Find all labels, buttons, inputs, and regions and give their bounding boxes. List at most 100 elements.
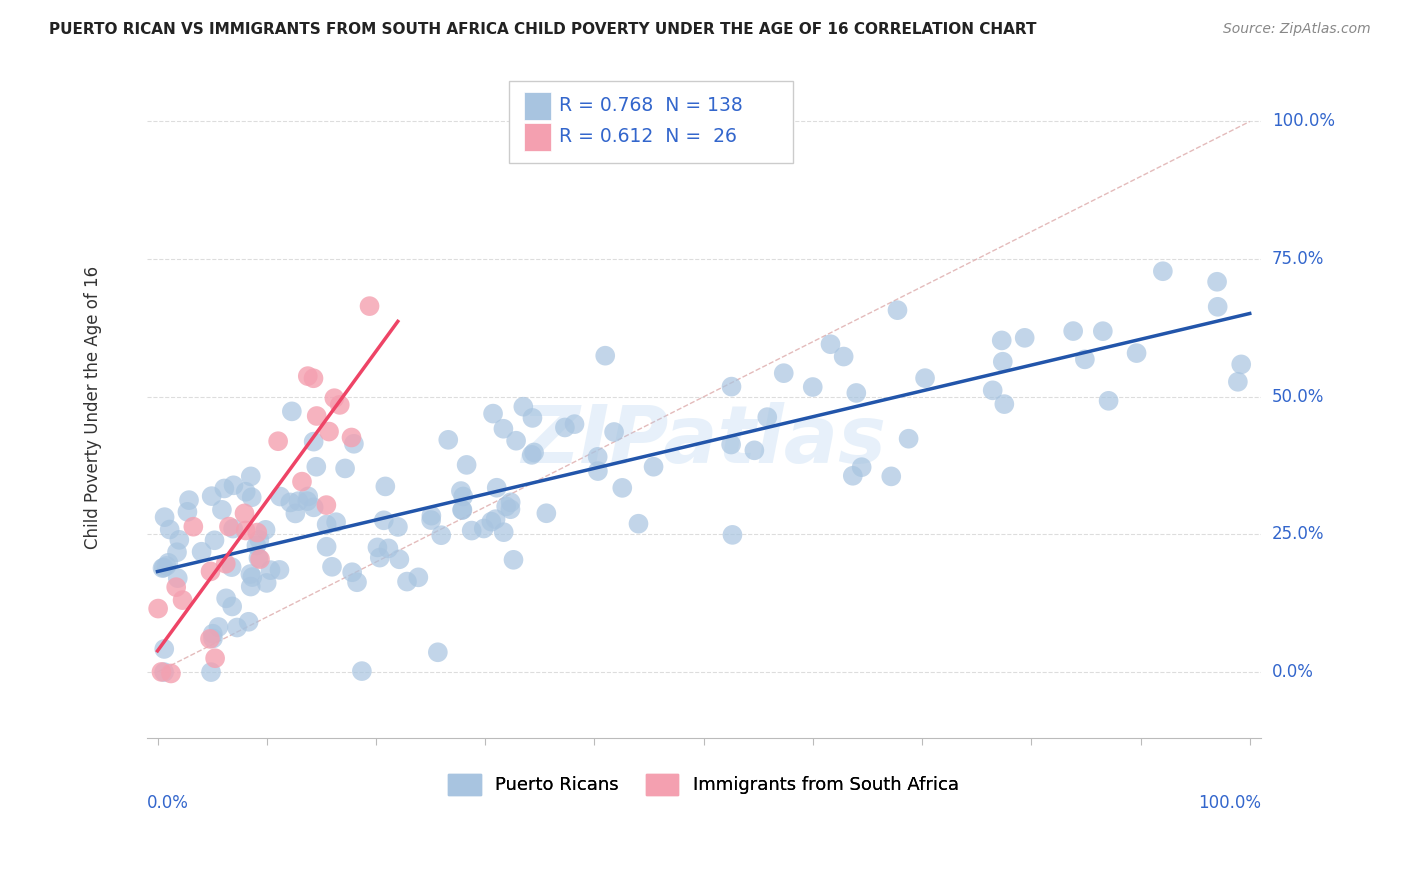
Point [343,437,366,451]
Point [520,448,543,462]
FancyBboxPatch shape [524,92,551,120]
Point [1125,346,1147,360]
Point [981,384,1004,398]
Point [499,495,522,509]
Point [254,523,277,537]
Point [395,574,418,589]
Point [284,507,307,521]
Point [720,437,742,451]
Point [612,481,634,495]
Point [247,533,270,547]
FancyBboxPatch shape [524,123,551,151]
Point [340,430,363,444]
Point [222,478,245,492]
Point [374,479,396,493]
Point [211,503,233,517]
Point [302,500,325,515]
Point [886,303,908,318]
Point [512,400,534,414]
Point [204,651,226,665]
Point [155,558,177,573]
Point [323,391,346,405]
Point [586,464,609,478]
Point [721,528,744,542]
Point [451,490,474,504]
Point [218,519,240,533]
Point [502,553,524,567]
Point [226,621,249,635]
Point [603,425,626,439]
Point [495,500,517,514]
Point [460,524,482,538]
Point [366,541,388,555]
Legend: Puerto Ricans, Immigrants from South Africa: Puerto Ricans, Immigrants from South Afr… [441,766,966,802]
Point [159,523,181,537]
Point [627,516,650,531]
Point [350,664,373,678]
Point [150,665,173,679]
Point [165,580,187,594]
Point [215,591,238,606]
Point [842,468,865,483]
Point [325,515,347,529]
Point [554,420,576,434]
Point [201,632,224,646]
Point [152,560,174,574]
Point [239,469,262,483]
Point [287,494,309,508]
Point [239,580,262,594]
Point [820,337,842,351]
Point [1074,352,1097,367]
Point [177,493,200,508]
Point [832,350,855,364]
Point [1097,393,1119,408]
Point [201,626,224,640]
Point [368,550,391,565]
Point [377,541,399,556]
Point [221,599,243,614]
Point [297,490,319,504]
Point [420,508,443,523]
Point [1206,300,1229,314]
Point [851,460,873,475]
Point [536,506,558,520]
Point [153,665,176,679]
Point [176,505,198,519]
Text: 25.0%: 25.0% [1272,525,1324,543]
Point [801,380,824,394]
Text: PUERTO RICAN VS IMMIGRANTS FROM SOUTH AFRICA CHILD POVERTY UNDER THE AGE OF 16 C: PUERTO RICAN VS IMMIGRANTS FROM SOUTH AF… [49,22,1036,37]
Point [297,494,319,508]
Point [499,502,522,516]
Point [315,498,337,512]
Point [1014,331,1036,345]
Point [256,576,278,591]
Point [235,524,257,538]
Point [456,458,478,472]
Point [1206,275,1229,289]
Point [990,334,1012,348]
Point [166,571,188,585]
Point [259,563,281,577]
Point [281,404,304,418]
Point [249,552,271,566]
Point [245,539,267,553]
Point [914,371,936,385]
Point [239,567,262,582]
Point [472,521,495,535]
Point [485,481,508,495]
Point [247,551,270,566]
Point [426,645,449,659]
Point [388,552,411,566]
Point [207,620,229,634]
Point [1091,324,1114,338]
Point [221,560,243,574]
Point [198,632,221,646]
Text: Source: ZipAtlas.com: Source: ZipAtlas.com [1223,22,1371,37]
Point [373,513,395,527]
Point [315,517,337,532]
Point [593,349,616,363]
Point [152,561,174,575]
Point [146,601,169,615]
Point [437,433,460,447]
Point [897,432,920,446]
